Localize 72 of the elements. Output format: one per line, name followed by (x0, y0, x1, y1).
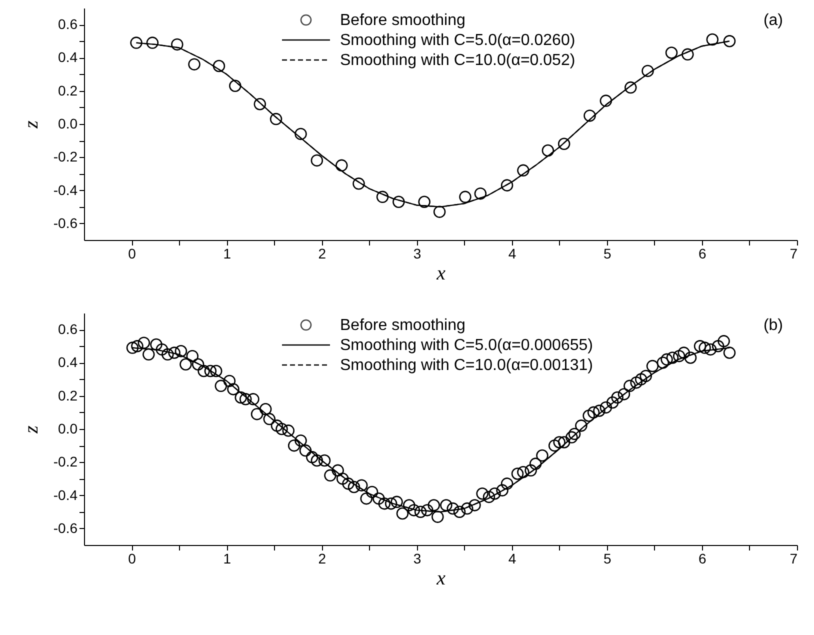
x-tick-label: 3 (413, 550, 422, 566)
point (254, 98, 266, 110)
x-tick-label: 1 (223, 246, 232, 262)
y-tick-label: 0.0 (58, 420, 78, 436)
point (642, 64, 654, 78)
point (459, 190, 472, 204)
point (310, 154, 324, 167)
point (500, 179, 514, 192)
point (433, 206, 446, 218)
point (229, 80, 242, 92)
y-tick-label: 0.4 (58, 49, 78, 66)
point (294, 128, 307, 140)
point (212, 60, 226, 72)
point (542, 144, 554, 157)
x-tick-label: 0 (128, 550, 136, 566)
legend-label: Before smoothing (340, 12, 466, 29)
y-tick-label: 0.0 (58, 116, 78, 132)
x-tick-label: 7 (790, 550, 798, 566)
y-tick-label: -0.6 (53, 214, 78, 231)
legend-label: Smoothing with C=5.0(α=0.0260) (340, 32, 576, 49)
y-tick-label: -0.6 (53, 520, 78, 536)
point (624, 81, 637, 94)
x-axis-title: x (436, 262, 446, 284)
y-tick-label: 0.6 (58, 321, 78, 338)
x-tick-label: 7 (790, 246, 798, 262)
x-tick-label: 4 (508, 246, 516, 262)
x-tick-label: 2 (318, 246, 326, 262)
point (270, 112, 282, 126)
point (418, 196, 430, 208)
point (352, 178, 365, 190)
x-tick-label: 6 (698, 550, 707, 566)
point (706, 33, 719, 46)
point (171, 38, 184, 51)
point (474, 187, 487, 200)
point (188, 58, 200, 70)
legend-label: Smoothing with C=5.0(α=0.000655) (340, 337, 593, 354)
point (665, 46, 678, 59)
y-tick-label: -0.4 (53, 486, 78, 503)
x-tick-label: 5 (603, 246, 612, 262)
point (376, 190, 389, 204)
point (517, 164, 530, 177)
point (723, 35, 736, 48)
y-tick-label: -0.2 (53, 454, 78, 470)
x-tick-label: 5 (603, 550, 612, 566)
y-axis-title: z (20, 120, 42, 130)
y-tick-label: -0.2 (53, 148, 78, 165)
point (130, 36, 142, 49)
y-tick-label: 0.2 (58, 387, 78, 404)
point (600, 94, 612, 107)
x-tick-label: 6 (698, 246, 707, 262)
legend-label: Before smoothing (340, 317, 466, 334)
x-tick-label: 3 (413, 246, 422, 262)
annotation: (a) (763, 12, 783, 29)
point (584, 110, 596, 122)
x-tick-label: 2 (318, 550, 326, 566)
y-tick-label: 0.6 (58, 16, 78, 32)
x-axis-title: x (436, 568, 446, 590)
annotation: (b) (763, 317, 783, 334)
legend-label: Smoothing with C=10.0(α=0.00131) (340, 357, 593, 374)
y-tick-label: -0.4 (53, 182, 78, 198)
point (682, 48, 694, 61)
point (558, 138, 570, 150)
x-tick-label: 4 (508, 550, 516, 566)
y-axis-title: z (20, 425, 42, 434)
legend-label: Smoothing with C=10.0(α=0.052) (340, 52, 576, 69)
x-tick-label: 1 (223, 550, 232, 566)
point (336, 159, 348, 172)
x-tick-label: 0 (128, 246, 136, 262)
y-tick-label: 0.4 (58, 354, 78, 370)
point (146, 36, 159, 49)
point (392, 196, 405, 208)
y-tick-label: 0.2 (58, 82, 78, 98)
